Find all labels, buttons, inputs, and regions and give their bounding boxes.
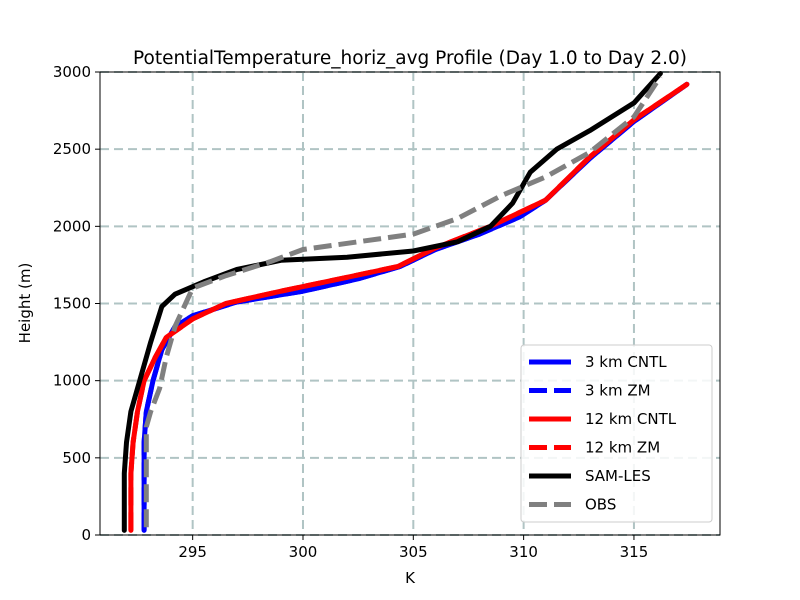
legend-label: OBS (585, 496, 616, 514)
x-tick-label: 295 (178, 543, 207, 561)
legend-label: 12 km CNTL (585, 410, 677, 428)
legend: 3 km CNTL 3 km ZM 12 km CNTL 12 km ZM SAM-LE… (520, 344, 713, 523)
legend-label: 3 km CNTL (585, 353, 667, 371)
y-tick-label: 0 (81, 526, 91, 544)
y-tick-label: 1500 (53, 295, 91, 313)
x-tick-label: 305 (399, 543, 428, 561)
y-tick-label: 3000 (53, 63, 91, 81)
legend-label: 12 km ZM (585, 439, 660, 457)
y-axis-label: Height (m) (16, 263, 34, 344)
y-tick-label: 1000 (53, 372, 91, 390)
x-tick-label: 300 (289, 543, 318, 561)
series-line-5 (143, 75, 663, 528)
legend-label: SAM-LES (585, 467, 651, 485)
y-tick-label: 2500 (53, 140, 91, 158)
x-tick-label: 315 (620, 543, 649, 561)
legend-box (520, 344, 713, 523)
axis-ticks: 295 300 305 310 315 0 500 1000 1500 2000 2500 3000 (53, 63, 648, 561)
chart-title: PotentialTemperature_horiz_avg Profile (… (133, 48, 687, 69)
series-line-1 (141, 82, 689, 531)
y-tick-label: 500 (62, 449, 91, 467)
legend-label: 3 km ZM (585, 382, 651, 400)
series-lines (121, 71, 690, 533)
y-tick-label: 2000 (53, 217, 91, 235)
x-tick-label: 310 (509, 543, 538, 561)
series-line-3 (128, 82, 689, 531)
x-axis-label: K (405, 569, 416, 587)
